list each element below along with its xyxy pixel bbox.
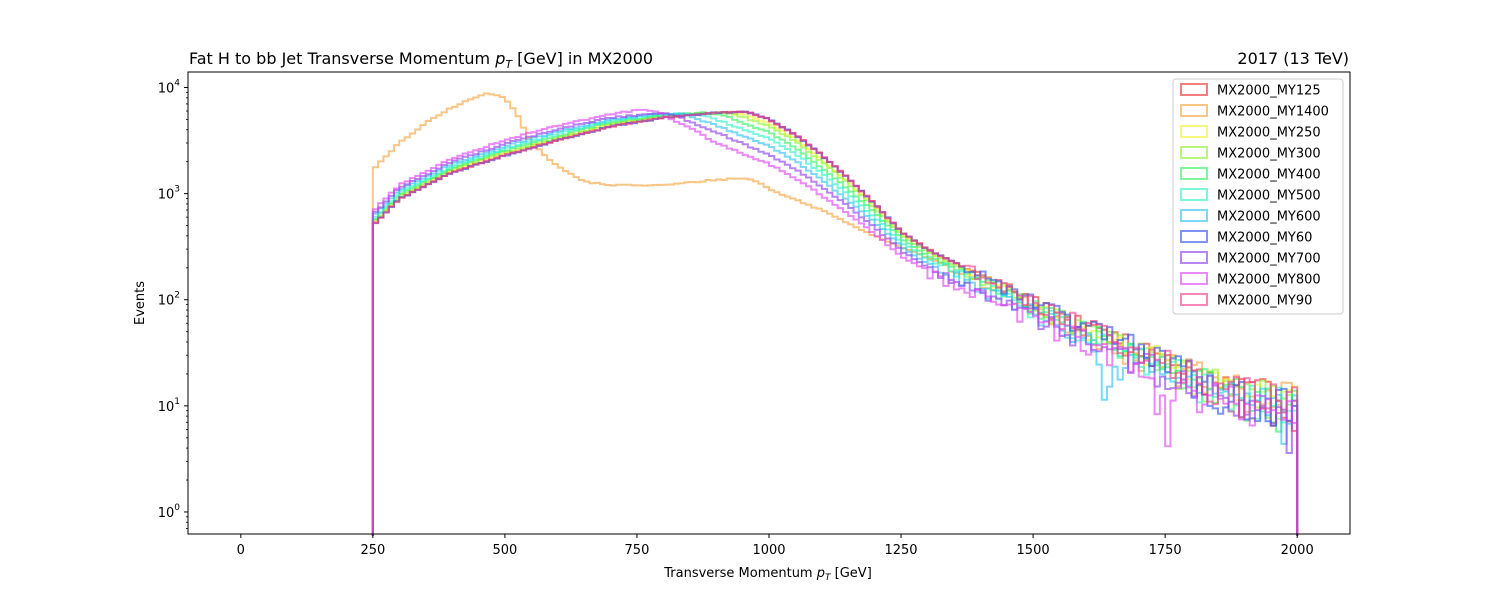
legend-label: MX2000_MY400 (1217, 168, 1321, 183)
series-mx2000-my90 (371, 110, 1299, 536)
x-axis-label: Transverse Momentum pT [GeV] (663, 566, 872, 583)
legend-label: MX2000_MY250 (1217, 126, 1321, 141)
legend-swatch (1180, 104, 1208, 117)
x-tick-label: 0 (237, 543, 245, 558)
x-tick-label: 1250 (884, 543, 917, 558)
legend-label: MX2000_MY1400 (1217, 105, 1329, 120)
x-tick-label: 2000 (1281, 543, 1314, 558)
legend-swatch (1180, 230, 1208, 243)
y-tick-label: 102 (158, 291, 180, 309)
legend-label: MX2000_MY800 (1217, 273, 1321, 288)
series-mx2000-my800 (371, 108, 1299, 536)
legend-label: MX2000_MY125 (1217, 84, 1321, 99)
chart-title-right: 2017 (13 TeV) (1237, 49, 1349, 68)
y-tick-label: 101 (158, 397, 180, 415)
x-tick-label: 1500 (1017, 543, 1050, 558)
legend-swatch (1180, 272, 1208, 285)
legend-swatch (1180, 251, 1208, 264)
legend-swatch (1180, 188, 1208, 201)
legend-swatch (1180, 167, 1208, 180)
legend-items: MX2000_MY125 MX2000_MY1400 MX2000_MY250 MX2… (1180, 83, 1329, 309)
series-layer (371, 92, 1299, 536)
y-axis-ticks: 100 101 102 103 104 (158, 79, 188, 529)
x-tick-label: 250 (360, 543, 385, 558)
legend: MX2000_MY125 MX2000_MY1400 MX2000_MY250 MX2… (1172, 78, 1344, 315)
y-tick-label: 104 (158, 79, 181, 97)
legend-label: MX2000_MY300 (1217, 147, 1321, 162)
x-tick-label: 1000 (752, 543, 785, 558)
y-axis-label: Events (133, 281, 148, 325)
legend-label: MX2000_MY500 (1217, 189, 1321, 204)
legend-swatch (1180, 293, 1208, 306)
legend-swatch (1180, 83, 1208, 96)
series-mx2000-my500 (371, 112, 1299, 536)
legend-swatch (1180, 125, 1208, 138)
legend-label: MX2000_MY700 (1217, 252, 1321, 267)
legend-label: MX2000_MY90 (1217, 294, 1312, 309)
x-tick-label: 1750 (1149, 543, 1182, 558)
x-tick-label: 500 (492, 543, 517, 558)
series-mx2000-my700 (371, 112, 1299, 536)
x-tick-label: 750 (625, 543, 650, 558)
legend-frame (1172, 78, 1344, 315)
legend-label: MX2000_MY60 (1217, 231, 1312, 246)
x-axis-ticks: 0 250 500 750 1000 1250 1500 1750 2000 (237, 534, 1314, 558)
legend-label: MX2000_MY600 (1217, 210, 1321, 225)
legend-swatch (1180, 209, 1208, 222)
plot-area: 0 250 500 750 1000 1250 1500 1750 2000 100 101 102… (158, 71, 1351, 558)
y-tick-label: 100 (158, 503, 181, 521)
legend-swatch (1180, 146, 1208, 159)
y-tick-label: 103 (158, 185, 180, 203)
chart-title: Fat H to bb Jet Transverse Momentum pT [… (189, 49, 653, 71)
